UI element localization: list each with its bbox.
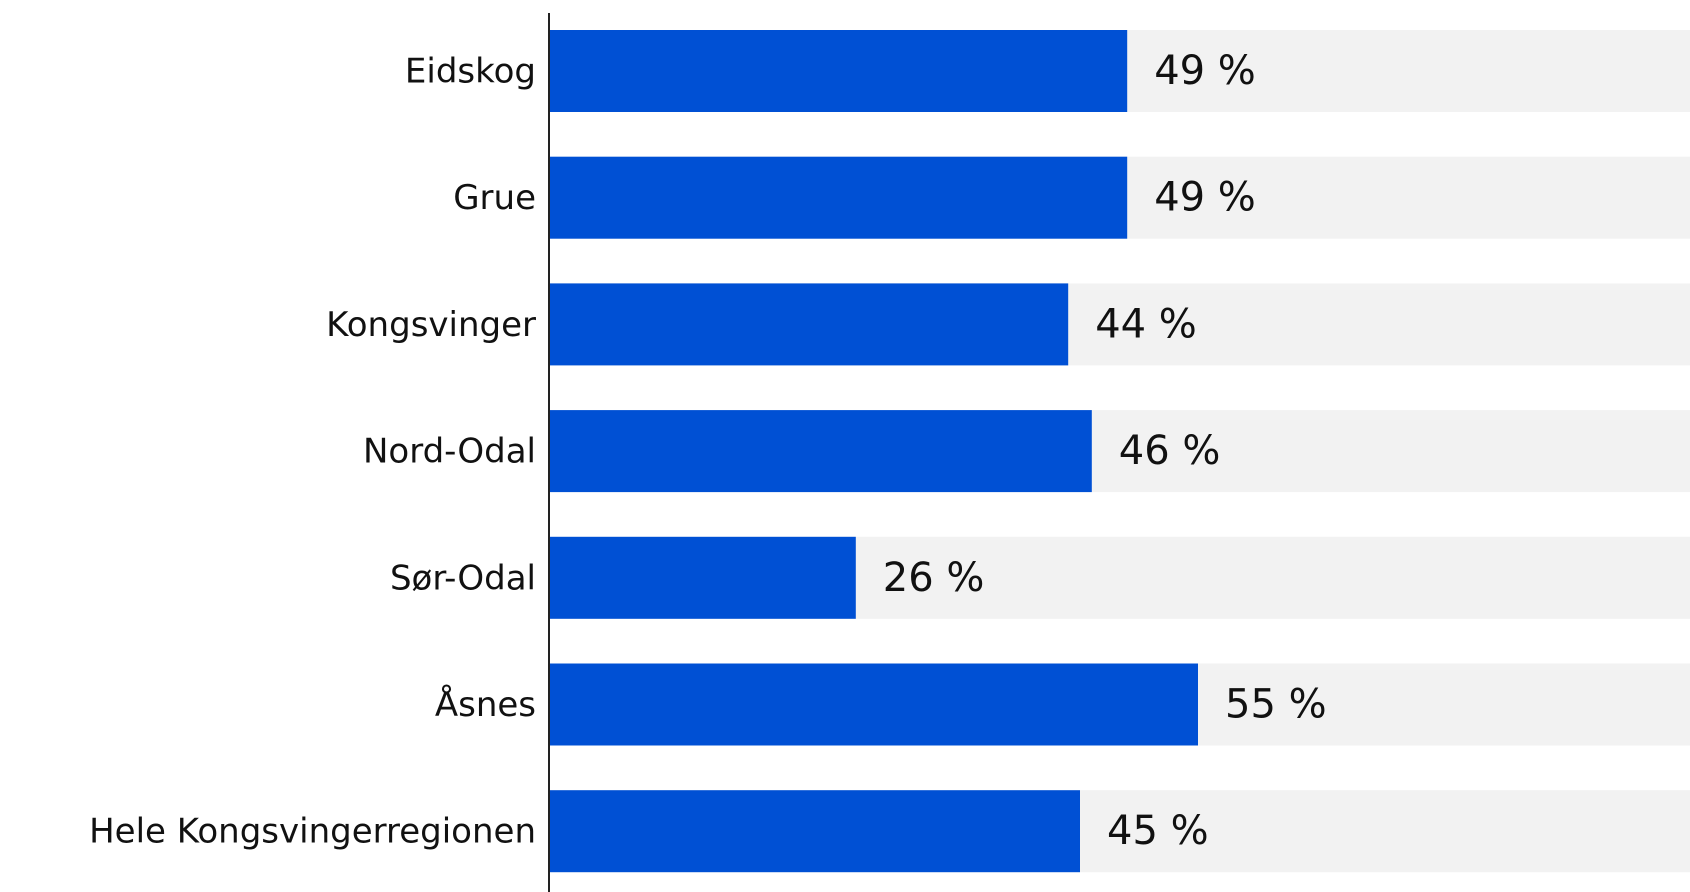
- bar: [549, 410, 1092, 493]
- category-label: Sør-Odal: [390, 558, 536, 598]
- value-label: 44 %: [1095, 301, 1197, 347]
- category-label: Åsnes: [435, 684, 536, 725]
- bar: [549, 536, 856, 619]
- value-label: 49 %: [1154, 48, 1256, 94]
- bar: [549, 663, 1198, 746]
- bar: [549, 790, 1080, 873]
- bar: [549, 283, 1069, 366]
- category-label: Nord-Odal: [363, 432, 536, 472]
- value-label: 49 %: [1154, 175, 1256, 221]
- bar: [549, 30, 1128, 112]
- value-label: 55 %: [1225, 682, 1327, 728]
- bar: [549, 156, 1128, 239]
- category-label: Grue: [453, 178, 536, 218]
- category-label: Hele Kongsvingerregionen: [89, 812, 536, 852]
- category-label: Eidskog: [405, 52, 536, 92]
- value-label: 26 %: [883, 555, 985, 601]
- value-label: 45 %: [1107, 808, 1209, 854]
- value-label: 46 %: [1119, 428, 1221, 474]
- category-label: Kongsvinger: [326, 305, 536, 345]
